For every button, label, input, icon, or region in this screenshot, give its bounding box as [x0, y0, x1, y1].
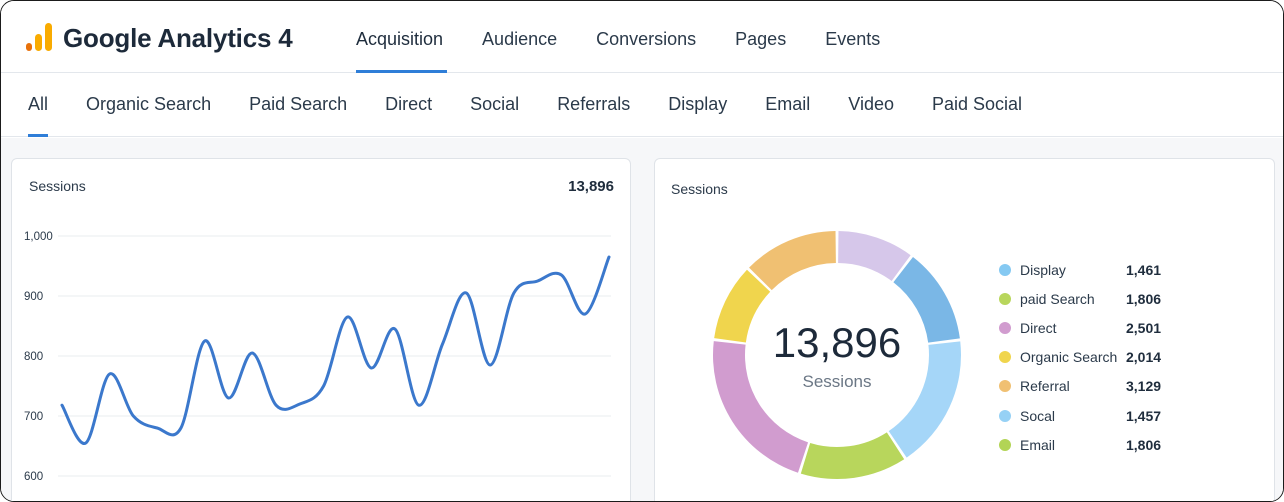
- donut-slice-paid-search: [893, 257, 960, 343]
- channel-tab-all[interactable]: All: [28, 73, 49, 137]
- channel-tab-paid-social[interactable]: Paid Social: [931, 94, 1023, 114]
- donut-center-value: 13,896: [772, 319, 902, 366]
- legend-item[interactable]: paid Search 1,806: [995, 284, 1215, 313]
- legend-swatch: [999, 438, 1011, 451]
- donut-slice-display: [838, 231, 911, 281]
- tab-events[interactable]: Events: [825, 29, 881, 49]
- tab-audience[interactable]: Audience: [482, 29, 558, 49]
- brand-title: Google Analytics 4: [63, 23, 293, 53]
- legend-value: 3,129: [1126, 378, 1162, 395]
- sessions-line-card: Sessions 13,896 1,000 900 800 700 600: [11, 158, 631, 501]
- donut-slice-direct: [888, 341, 961, 458]
- donut-slice-email: [749, 231, 836, 291]
- legend-swatch: [999, 321, 1011, 334]
- legend-swatch: [999, 292, 1011, 305]
- legend-item[interactable]: Organic Search 2,014: [995, 343, 1215, 372]
- sessions-donut-chart: [713, 231, 961, 479]
- channel-tab-display[interactable]: Display: [668, 94, 728, 114]
- donut-legend: Display 1,461 paid Search 1,806 Direct 2,501 O…: [995, 255, 1215, 459]
- legend-value: 1,806: [1126, 290, 1162, 307]
- legend-item[interactable]: Display 1,461: [995, 255, 1215, 284]
- top-navigation-bar: Google Analytics 4 Acquisition Audience …: [1, 1, 1283, 73]
- section-tabs: Acquisition Audience Conversions Pages E…: [356, 1, 919, 73]
- legend-swatch: [999, 409, 1011, 422]
- legend-value: 2,014: [1126, 349, 1162, 366]
- legend-swatch: [999, 351, 1011, 364]
- sessions-line-chart: 1,000 900 800 700 600: [24, 231, 611, 483]
- legend-value: 1,457: [1126, 407, 1162, 424]
- tab-acquisition[interactable]: Acquisition: [356, 1, 448, 73]
- donut-slice-socal: [714, 269, 771, 343]
- line-card-total: 13,896: [568, 178, 614, 195]
- legend-value: 1,461: [1126, 261, 1162, 278]
- bar-chart-logo-icon: [26, 23, 52, 51]
- dashboard-content: Sessions 13,896 1,000 900 800 700 600 Sessio…: [1, 138, 1283, 501]
- legend-value: 1,806: [1126, 436, 1162, 453]
- donut-slice-referral: [713, 341, 809, 473]
- legend-label: paid Search: [1020, 290, 1095, 307]
- channel-tab-email[interactable]: Email: [765, 94, 811, 114]
- y-tick-label: 1,000: [24, 231, 53, 243]
- channel-tab-video[interactable]: Video: [848, 94, 894, 114]
- legend-item[interactable]: Email 1,806: [995, 430, 1215, 459]
- legend-label: Display: [1020, 261, 1066, 278]
- legend-swatch: [999, 380, 1011, 393]
- legend-label: Referral: [1020, 378, 1070, 395]
- legend-item[interactable]: Referral 3,129: [995, 372, 1215, 401]
- legend-swatch: [999, 263, 1011, 276]
- channel-tab-social[interactable]: Social: [470, 94, 520, 114]
- tab-conversions[interactable]: Conversions: [596, 29, 697, 49]
- channel-tab-referrals[interactable]: Referrals: [557, 94, 631, 114]
- channel-tab-direct[interactable]: Direct: [385, 94, 433, 114]
- legend-label: Socal: [1020, 407, 1056, 424]
- y-tick-label: 600: [24, 471, 43, 483]
- donut-slice-organic-search: [800, 432, 905, 479]
- channel-tab-paid-search[interactable]: Paid Search: [249, 94, 348, 114]
- channel-tab-organic-search[interactable]: Organic Search: [86, 94, 212, 114]
- y-tick-label: 900: [24, 291, 43, 303]
- donut-center-label: Sessions: [802, 372, 872, 391]
- legend-label: Organic Search: [1020, 349, 1118, 366]
- legend-label: Direct: [1020, 319, 1057, 336]
- y-tick-label: 800: [24, 351, 43, 363]
- legend-item[interactable]: Direct 2,501: [995, 313, 1215, 342]
- channel-filter-bar: All Organic Search Paid Search Direct So…: [1, 73, 1283, 137]
- legend-item[interactable]: Socal 1,457: [995, 401, 1215, 430]
- donut-card-title: Sessions: [671, 181, 728, 197]
- legend-value: 2,501: [1126, 319, 1162, 336]
- sessions-donut-card: Sessions 13,896 Sessions Display 1,461 pai…: [654, 158, 1275, 501]
- line-card-title: Sessions: [29, 178, 86, 194]
- y-tick-label: 700: [24, 411, 43, 423]
- legend-label: Email: [1020, 436, 1056, 453]
- tab-pages[interactable]: Pages: [735, 29, 787, 49]
- channel-tabs: All Organic Search Paid Search Direct So…: [28, 73, 1060, 137]
